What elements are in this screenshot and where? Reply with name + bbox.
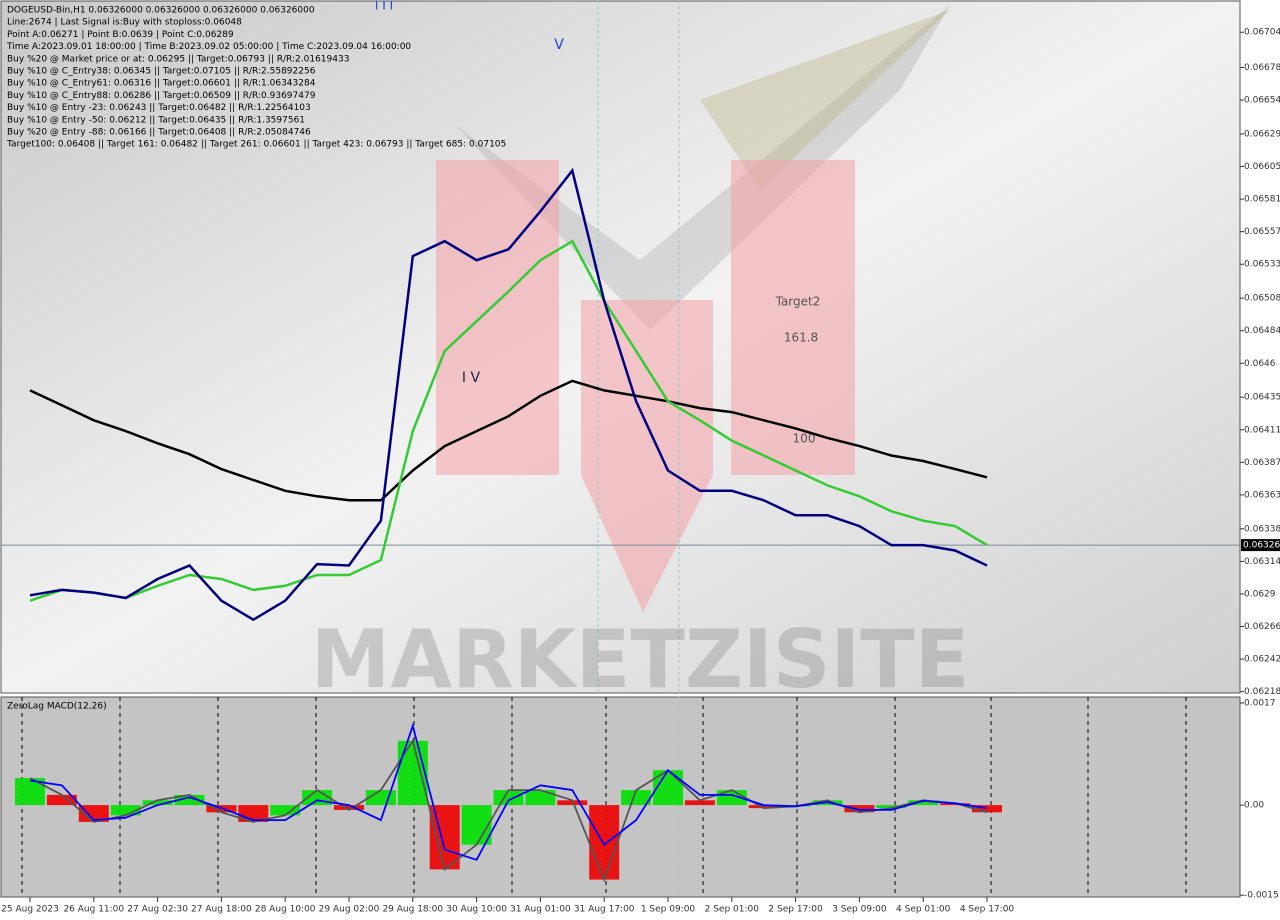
- histogram-bar: [142, 800, 173, 806]
- x-tick-label: 31 Aug 17:00: [574, 905, 635, 915]
- x-tick-label: 31 Aug 01:00: [510, 905, 571, 915]
- info-line: Buy %10 @ Entry -23: 0.06243 || Target:0…: [7, 103, 311, 113]
- y-tick-label: 0.06605: [1244, 162, 1280, 172]
- annotation: Target2: [775, 295, 821, 309]
- info-line: Buy %10 @ C_Entry38: 0.06345 || Target:0…: [7, 67, 316, 77]
- y-tick-label: 0.06363: [1244, 490, 1280, 500]
- info-line: Point A:0.06271 | Point B:0.0639 | Point…: [7, 30, 234, 40]
- y-tick-label: 0.0017: [1244, 699, 1276, 709]
- y-tick-label: 0.06533: [1244, 260, 1280, 270]
- vlines: [597, 0, 680, 897]
- y-tick-label: 0.06629: [1244, 129, 1280, 139]
- x-tick-label: 29 Aug 18:00: [382, 905, 443, 915]
- y-tick-label: -0.0015: [1244, 891, 1279, 901]
- histogram-bar: [397, 740, 428, 806]
- info-line: Time A:2023.09.01 18:00:00 | Time B:2023…: [6, 42, 411, 52]
- ma-line: [29, 379, 988, 502]
- histogram-bar: [270, 805, 301, 816]
- x-tick-label: 3 Sep 09:00: [832, 905, 887, 915]
- x-tick-label: 1 Sep 09:00: [641, 905, 696, 915]
- macd-panel: [0, 696, 1241, 898]
- macd-line: [29, 738, 988, 883]
- x-tick-label: 26 Aug 11:00: [63, 905, 124, 915]
- info-line: Buy %10 @ Entry -50: 0.06212 || Target:0…: [7, 115, 305, 125]
- x-tick-label: 28 Aug 10:00: [255, 905, 316, 915]
- zone: [436, 160, 559, 475]
- info-line: Buy %20 @ Entry -88: 0.06166 || Target:0…: [7, 128, 311, 138]
- histogram-bar: [844, 805, 875, 813]
- macd-title: ZeroLag MACD(12,26): [7, 702, 107, 712]
- last-price-box: [1241, 539, 1280, 552]
- y-tick-label: 0.06387: [1244, 458, 1280, 468]
- y-tick-label: 0.06435: [1244, 393, 1280, 403]
- x-tick-label: 30 Aug 10:00: [446, 905, 507, 915]
- ma-line: [29, 167, 988, 622]
- last-price-label: 0.06326: [1243, 541, 1280, 551]
- info-line: Line:2674 | Last Signal is:Buy with stop…: [7, 18, 242, 28]
- logo-check: [455, 5, 950, 330]
- annotation: I V: [462, 370, 481, 386]
- logo-accent: [700, 10, 950, 190]
- y-tick-label: 0.06411: [1244, 425, 1280, 435]
- y-tick-label: 0.06338: [1244, 524, 1280, 534]
- histogram-bar: [334, 805, 364, 810]
- y-tick-label: 0.06242: [1244, 655, 1280, 665]
- y-tick-label: 0.06557: [1244, 227, 1280, 237]
- info-line: Buy %10 @ C_Entry61: 0.06316 || Target:0…: [7, 79, 316, 89]
- histogram-bar: [748, 805, 779, 809]
- histogram-bar: [972, 805, 1002, 813]
- histogram-bar: [876, 805, 907, 809]
- histogram-bar: [46, 794, 77, 806]
- y-tick-label: 0.06678: [1244, 63, 1280, 73]
- x-tick-label: 25 Aug 2023: [1, 905, 59, 915]
- annotation: I I I: [375, 0, 393, 13]
- watermark: MARKETZISITE: [311, 613, 970, 706]
- y-tick-label: 0.06654: [1244, 96, 1280, 106]
- x-tick-label: 4 Sep 01:00: [896, 905, 951, 915]
- histogram-bar: [461, 805, 492, 845]
- info-line: Buy %20 @ Market price or at: 0.06295 ||…: [7, 54, 349, 64]
- chart-title: DOGEUSD-Bin,H1 0.06326000 0.06326000 0.0…: [7, 6, 315, 16]
- y-tick-label: 0.0629: [1244, 589, 1276, 599]
- histogram-bar: [621, 790, 652, 806]
- histogram-bar: [174, 794, 205, 806]
- histogram-bar: [493, 790, 524, 806]
- x-tick-label: 4 Sep 17:00: [960, 905, 1015, 915]
- x-tick-label: 2 Sep 17:00: [768, 905, 823, 915]
- annotation: 100: [793, 432, 816, 446]
- y-tick-label: 0.06508: [1244, 294, 1280, 304]
- y-tick-label: 0.06218: [1244, 687, 1280, 697]
- macd-line: [29, 722, 988, 861]
- histogram-bar: [429, 805, 460, 870]
- zone: [581, 300, 713, 612]
- histogram-bar: [684, 800, 715, 806]
- y-tick-label: 0.06484: [1244, 326, 1280, 336]
- y-tick-label: 0.06266: [1244, 622, 1280, 632]
- ma-line: [29, 239, 988, 602]
- histogram-bar: [908, 800, 939, 806]
- y-tick-label: 0.06581: [1244, 195, 1280, 205]
- annotation: V: [554, 37, 564, 53]
- info-line: Buy %10 @ C_Entry88: 0.06286 || Target:0…: [7, 91, 316, 101]
- x-tick-label: 27 Aug 18:00: [191, 905, 252, 915]
- histogram-bar: [78, 805, 109, 822]
- y-tick-label: 0.00: [1244, 801, 1264, 811]
- x-tick-label: 29 Aug 02:00: [319, 905, 380, 915]
- annotation: 161.8: [784, 331, 818, 345]
- histogram-bar: [525, 790, 556, 806]
- y-tick-label: 0.0646: [1244, 359, 1276, 369]
- histogram-bar: [589, 805, 620, 880]
- y-tick-label: 0.06704: [1244, 28, 1280, 38]
- zone: [731, 160, 855, 475]
- x-tick-label: 2 Sep 01:00: [705, 905, 760, 915]
- x-tick-label: 27 Aug 02:30: [127, 905, 188, 915]
- info-line: Target100: 0.06408 || Target 161: 0.0648…: [6, 140, 506, 150]
- histogram-bar: [110, 805, 141, 816]
- y-tick-label: 0.06314: [1244, 557, 1280, 567]
